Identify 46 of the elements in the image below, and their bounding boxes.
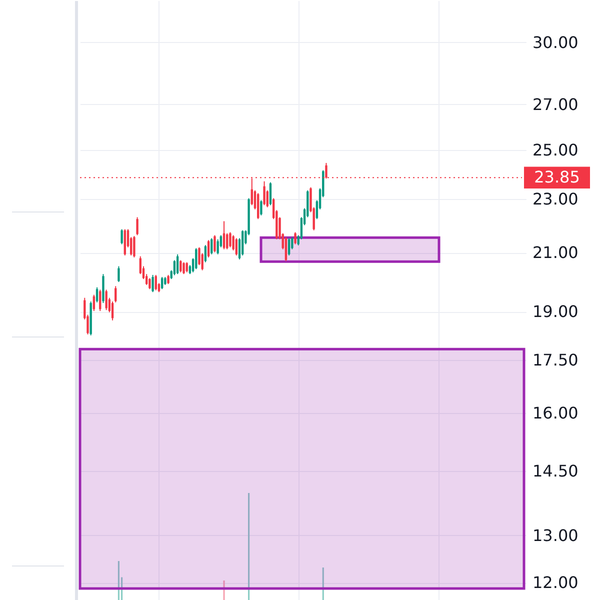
candlestick: [96, 286, 98, 303]
candlestick: [118, 266, 120, 282]
y-tick-label: 12.00: [532, 573, 578, 592]
candlestick: [256, 192, 260, 220]
candlestick: [180, 260, 182, 273]
y-tick-label: 25.00: [532, 140, 578, 160]
y-tick-label: 30.00: [532, 32, 578, 52]
y-tick-label: 27.00: [532, 94, 578, 114]
candlestick: [124, 228, 126, 256]
candlestick: [114, 286, 117, 303]
candlestick: [288, 238, 290, 256]
candlestick: [136, 216, 138, 236]
candlestick: [160, 276, 164, 290]
y-tick-label: 14.50: [532, 461, 578, 480]
candlestick: [204, 244, 207, 263]
candlestick: [216, 238, 219, 255]
candlestick: [120, 228, 123, 245]
candlestick: [242, 230, 244, 256]
candlestick: [154, 274, 157, 291]
candlestick: [182, 262, 185, 275]
candlestick: [133, 236, 136, 258]
candlestick: [260, 200, 262, 216]
y-tick-label: 16.00: [532, 403, 578, 422]
candlestick: [284, 236, 288, 262]
candlestick: [195, 248, 198, 270]
y-tick-label: 19.00: [532, 302, 578, 322]
candlestick: [263, 180, 266, 206]
candlestick: [167, 274, 170, 285]
candlestick: [214, 234, 216, 253]
candlestick: [235, 238, 238, 256]
candlestick: [148, 278, 151, 290]
candlestick: [186, 262, 188, 273]
candlestick: [269, 182, 272, 206]
candlestick: [229, 232, 232, 248]
y-tick-label: 13.00: [532, 526, 578, 545]
y-tick-label: 23.00: [532, 189, 578, 208]
candlestick: [152, 274, 154, 293]
ref-line-label: 23.85: [534, 168, 580, 187]
candlestick: [105, 289, 108, 311]
candlestick: [111, 300, 114, 321]
candlestick: [207, 240, 210, 258]
y-tick-label: 17.50: [532, 350, 578, 370]
candlestick: [222, 220, 226, 250]
candlestick: [99, 289, 102, 312]
y-tick-label: 21.00: [532, 243, 578, 262]
candlestick: [294, 232, 296, 245]
